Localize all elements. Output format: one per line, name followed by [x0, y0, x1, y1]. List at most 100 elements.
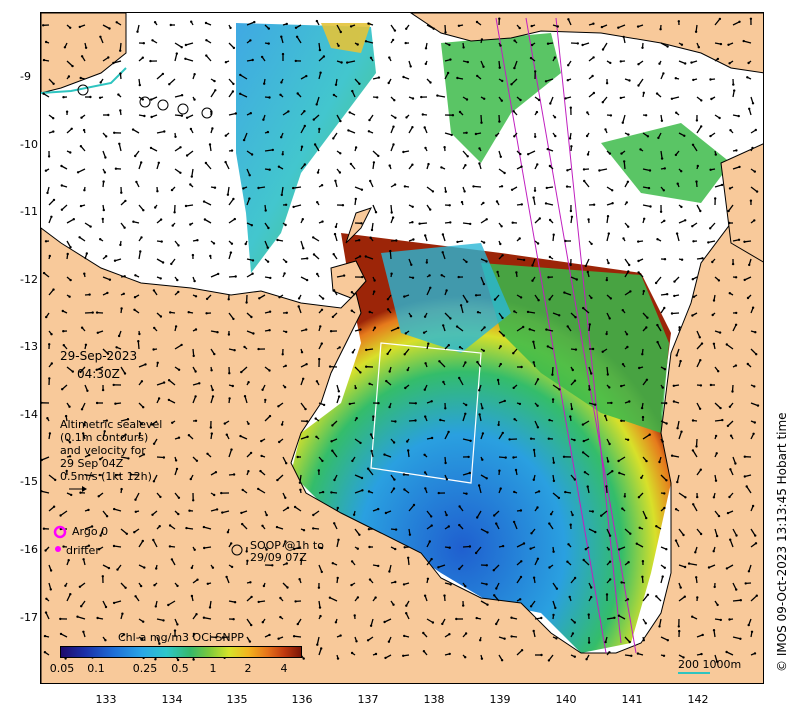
velocity-arrow-head	[606, 373, 609, 376]
velocity-arrow-head	[377, 154, 380, 158]
velocity-arrow-head	[62, 344, 65, 347]
velocity-arrow-head	[188, 509, 191, 512]
velocity-arrow-head	[493, 514, 496, 517]
velocity-arrow-head	[392, 487, 396, 490]
velocity-arrow-head	[351, 459, 354, 463]
velocity-arrow-head	[455, 325, 459, 328]
velocity-arrow-head	[546, 345, 549, 348]
velocity-arrow-head	[150, 115, 153, 119]
velocity-arrow-head	[314, 417, 317, 420]
velocity-arrow-head	[285, 311, 288, 314]
velocity-arrow-head	[486, 531, 489, 534]
velocity-arrow-head	[113, 259, 117, 262]
velocity-arrow-head	[611, 470, 614, 473]
soop-label: 29/09 07Z	[250, 551, 307, 564]
velocity-arrow-head	[670, 454, 674, 457]
velocity-arrow-head	[349, 162, 353, 166]
velocity-arrow-head	[481, 458, 484, 461]
velocity-arrow	[527, 150, 536, 155]
velocity-arrow-head	[607, 261, 610, 265]
velocity-arrow	[732, 21, 740, 26]
velocity-arrow	[243, 132, 248, 141]
velocity-arrow-head	[298, 481, 302, 484]
y-tick-label: -9	[20, 70, 31, 83]
velocity-arrow-head	[735, 588, 738, 591]
velocity-arrow-head	[388, 370, 391, 373]
velocity-arrow-head	[529, 56, 533, 60]
velocity-arrow-head	[717, 279, 721, 282]
velocity-arrow	[660, 636, 669, 641]
velocity-arrow-head	[318, 357, 321, 361]
velocity-arrow-head	[52, 198, 56, 202]
velocity-arrow	[660, 474, 667, 481]
velocity-arrow-head	[620, 419, 623, 422]
velocity-arrow-head	[333, 522, 336, 525]
velocity-arrow-head	[82, 558, 85, 561]
velocity-arrow-head	[169, 23, 172, 27]
altimetry-text: 29 Sep 04Z	[60, 457, 124, 470]
velocity-arrow-head	[243, 395, 247, 398]
velocity-arrow-head	[267, 27, 270, 30]
velocity-arrow-head	[257, 487, 260, 491]
velocity-arrow-head	[297, 297, 301, 300]
velocity-arrow	[660, 150, 663, 159]
velocity-arrow-head	[119, 49, 122, 52]
velocity-arrow-head	[49, 569, 53, 572]
velocity-arrow-head	[500, 99, 503, 102]
velocity-arrow-head	[249, 581, 252, 584]
velocity-arrow-head	[167, 603, 170, 607]
velocity-arrow-head	[569, 523, 572, 526]
altimetry-text: 0.5m/s (1kt 12h)	[60, 470, 152, 483]
velocity-arrow-head	[737, 238, 741, 241]
velocity-arrow-head	[260, 439, 263, 443]
velocity-arrow-head	[691, 449, 695, 452]
velocity-arrow-head	[211, 566, 215, 569]
velocity-arrow-head	[749, 17, 753, 20]
velocity-arrow-head	[755, 353, 758, 356]
velocity-arrow-head	[514, 468, 518, 472]
velocity-arrow-head	[555, 587, 559, 590]
velocity-arrow-head	[303, 124, 306, 128]
velocity-arrow-head	[445, 289, 448, 292]
velocity-arrow	[678, 528, 685, 536]
velocity-arrow-head	[153, 326, 156, 330]
velocity-arrow-head	[101, 217, 104, 221]
velocity-arrow-head	[138, 83, 141, 87]
velocity-arrow-head	[369, 433, 373, 436]
velocity-arrow-head	[276, 478, 279, 482]
velocity-arrow-head	[628, 400, 631, 403]
velocity-arrow	[365, 255, 374, 260]
velocity-arrow-head	[700, 342, 704, 345]
velocity-arrow-head	[478, 413, 481, 416]
velocity-arrow-head	[243, 345, 246, 349]
velocity-arrow-head	[150, 423, 154, 426]
velocity-arrow	[729, 539, 734, 548]
velocity-arrow	[462, 294, 468, 303]
velocity-arrow-head	[104, 605, 108, 609]
velocity-arrow-head	[393, 29, 397, 32]
velocity-arrow-head	[481, 432, 485, 435]
velocity-arrow-head	[140, 422, 143, 426]
velocity-arrow-head	[661, 440, 664, 443]
velocity-arrow-head	[648, 433, 651, 436]
velocity-arrow-head	[134, 595, 137, 598]
velocity-arrow	[750, 528, 756, 536]
velocity-arrow-head	[46, 191, 49, 195]
velocity-arrow-head	[437, 491, 440, 495]
velocity-arrow-head	[747, 61, 750, 65]
velocity-arrow-head	[734, 364, 738, 367]
velocity-arrow-head	[214, 471, 218, 474]
velocity-arrow-head	[531, 264, 534, 267]
velocity-arrow-head	[297, 305, 300, 308]
velocity-arrow-head	[159, 315, 163, 318]
velocity-arrow-head	[351, 89, 354, 93]
velocity-arrow-head	[159, 218, 163, 221]
velocity-arrow-head	[498, 120, 501, 123]
velocity-arrow-head	[284, 223, 287, 227]
velocity-arrow-head	[233, 349, 236, 352]
velocity-arrow-head	[312, 253, 316, 256]
velocity-arrow-head	[476, 311, 480, 314]
velocity-arrow	[186, 150, 194, 157]
velocity-arrow-head	[332, 137, 335, 140]
velocity-arrow-head	[196, 239, 199, 242]
